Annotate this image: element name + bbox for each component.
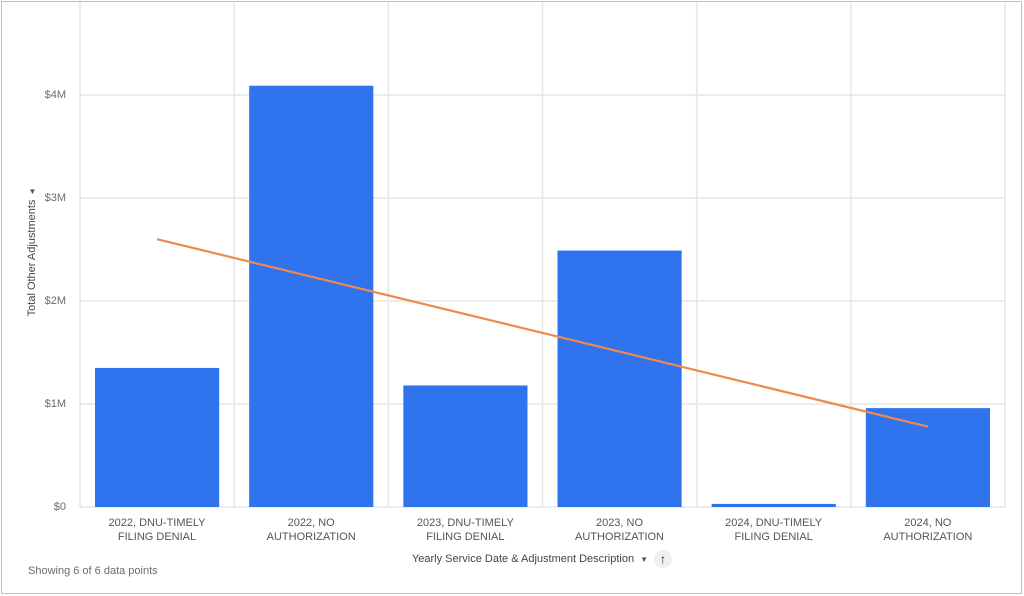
bar[interactable] [249,85,374,507]
x-tick-label: 2023, NO AUTHORIZATION [574,517,664,543]
x-tick-label: 2022, DNU-TIMELY FILING DENIAL [108,517,206,543]
x-tick-label: 2024, DNU-TIMELY FILING DENIAL [725,517,823,543]
y-axis-label-text: Total Other Adjustments [26,199,38,317]
bar[interactable] [557,250,682,507]
x-tick-label: 2024, NO AUTHORIZATION [883,517,973,543]
x-axis-label: Yearly Service Date & Adjustment Descrip… [0,550,1024,568]
y-tick-label: $4M [44,89,66,101]
x-axis-label-text[interactable]: Yearly Service Date & Adjustment Descrip… [411,553,635,565]
trend-line [156,238,929,428]
data-points-status: Showing 6 of 6 data points [28,565,158,577]
bar[interactable] [403,385,528,507]
x-tick-label: 2022, NO AUTHORIZATION [266,517,356,543]
bar[interactable] [865,408,990,507]
x-axis-dropdown-caret-icon[interactable]: ▼ [640,554,649,564]
bar[interactable] [711,503,836,507]
y-tick-label: $0 [53,501,66,513]
sort-ascending-arrow-icon[interactable]: ↑ [654,550,673,568]
y-tick-label: $1M [44,398,66,410]
y-tick-label: $3M [44,192,66,204]
y-tick-label: $2M [44,295,66,307]
x-tick-label: 2023, DNU-TIMELY FILING DENIAL [416,517,514,543]
y-axis-dropdown-caret-icon[interactable]: ▼ [28,187,36,197]
y-axis-label[interactable]: Total Other Adjustments ▼ [26,187,38,317]
bar[interactable] [95,367,220,507]
